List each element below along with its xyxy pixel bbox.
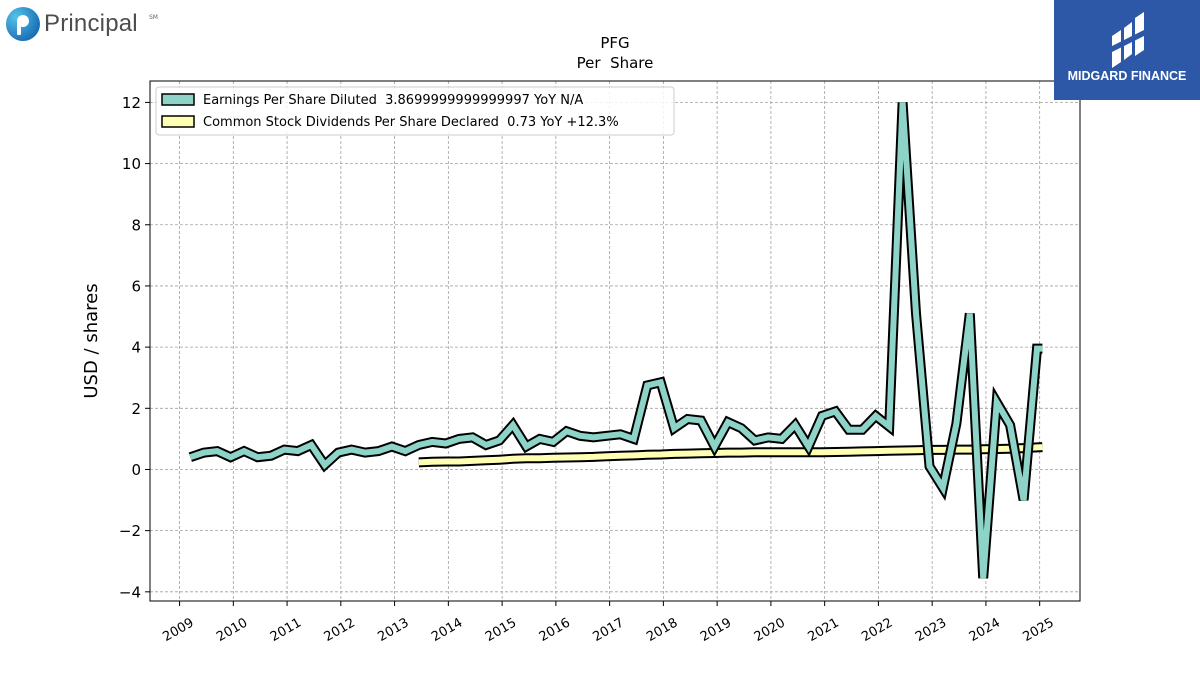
principal-logo-mark: SM [149, 14, 158, 21]
eps-line-outline [188, 102, 1043, 579]
x-tick-label: 2023 [913, 615, 949, 645]
midgard-logo-text: MIDGARD FINANCE [1067, 69, 1187, 83]
y-tick-label: 2 [131, 400, 141, 418]
legend-label-eps: Earnings Per Share Diluted 3.86999999999… [203, 93, 583, 108]
legend-swatch-eps [161, 93, 195, 106]
x-tick-label: 2013 [375, 615, 411, 645]
y-tick-label: −4 [119, 583, 141, 601]
midgard-logo-icon [1112, 12, 1144, 68]
y-axis-label: USD / shares [81, 283, 102, 398]
series-layer [188, 102, 1043, 579]
x-tick-label: 2017 [590, 615, 626, 645]
y-tick-label: −2 [119, 522, 141, 540]
y-tick-label: 10 [122, 155, 141, 173]
x-tick-label: 2021 [805, 615, 841, 645]
x-tick-label: 2020 [752, 615, 788, 645]
plot-frame [149, 80, 1081, 602]
chart-subtitle: Per Share [577, 54, 654, 72]
y-tick-label: 8 [131, 216, 141, 234]
x-tick-label: 2014 [429, 615, 465, 645]
chart-title: PFG [600, 34, 629, 52]
x-tick-label: 2025 [1021, 615, 1057, 645]
x-tick-label: 2012 [322, 615, 358, 645]
x-tick-label: 2018 [644, 615, 680, 645]
y-tick-label: 0 [131, 461, 141, 479]
x-tick-label: 2010 [214, 615, 250, 645]
legend: Earnings Per Share Diluted 3.86999999999… [155, 86, 675, 136]
x-tick-label: 2009 [160, 615, 196, 645]
legend-swatch-dividends [161, 115, 195, 128]
x-axis: 2009 2010 2011 2012 2013 2014 2015 2016 2017 2018… [160, 601, 1057, 645]
principal-logo: Principal SM [6, 5, 158, 49]
x-tick-label: 2022 [859, 615, 895, 645]
midgard-finance-logo: MIDGARD FINANCE [1054, 0, 1200, 100]
x-tick-label: 2011 [268, 615, 304, 645]
legend-box [155, 86, 675, 136]
x-tick-label: 2016 [537, 615, 573, 645]
x-tick-label: 2024 [967, 615, 1003, 645]
principal-logo-icon [6, 7, 40, 41]
y-tick-label: 4 [131, 339, 141, 357]
y-tick-label: 6 [131, 277, 141, 295]
legend-label-dividends: Common Stock Dividends Per Share Declare… [203, 115, 619, 130]
eps-line [189, 102, 1043, 579]
grid [150, 81, 1080, 601]
x-tick-label: 2019 [698, 615, 734, 645]
dividends-line [418, 444, 1043, 466]
x-tick-label: 2015 [483, 615, 519, 645]
y-tick-label: 12 [122, 94, 141, 112]
principal-logo-text: Principal [44, 10, 138, 37]
y-axis: −4 −2 0 2 4 6 8 10 12 [119, 94, 150, 601]
